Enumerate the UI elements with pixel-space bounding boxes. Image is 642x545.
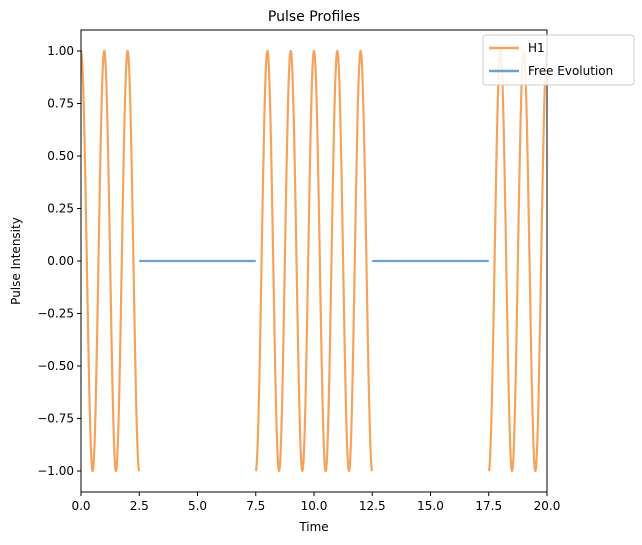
series-line-h1 xyxy=(254,49,374,473)
y-axis: 1.00 0.75 0.50 0.25 0.00 −0.25 −0.50 −0.75 −1.00 xyxy=(37,44,81,478)
chart-title: Pulse Profiles xyxy=(268,9,360,25)
x-tick-label: 0.0 xyxy=(71,499,90,513)
y-axis-label: Pulse Intensity xyxy=(9,217,23,305)
x-tick-label: 7.5 xyxy=(246,499,265,513)
y-tick-label: 1.00 xyxy=(47,44,74,58)
plot-area xyxy=(80,29,548,493)
x-tick-label: 2.5 xyxy=(130,499,149,513)
x-tick-label: 5.0 xyxy=(188,499,207,513)
x-tick-label: 12.5 xyxy=(359,499,386,513)
legend-label-h1: H1 xyxy=(528,41,545,55)
x-tick-label: 10.0 xyxy=(301,499,328,513)
y-tick-label: −1.00 xyxy=(37,464,74,478)
x-tick-label: 20.0 xyxy=(534,499,561,513)
y-tick-label: 0.50 xyxy=(47,149,74,163)
y-tick-label: 0.00 xyxy=(47,254,74,268)
y-tick-label: −0.50 xyxy=(37,359,74,373)
y-tick-label: −0.25 xyxy=(37,307,74,321)
y-tick-label: −0.75 xyxy=(37,412,74,426)
y-tick-label: 0.25 xyxy=(47,202,74,216)
series-line-h1 xyxy=(80,49,141,473)
legend-box xyxy=(482,34,635,86)
legend: H1 Free Evolution xyxy=(482,34,635,86)
x-axis: 0.0 2.5 5.0 7.5 10.0 12.5 15.0 17.5 20.0 xyxy=(71,492,560,513)
legend-label-free-evolution: Free Evolution xyxy=(528,64,613,78)
x-tick-label: 17.5 xyxy=(475,499,502,513)
x-axis-label: Time xyxy=(298,520,328,534)
y-tick-label: 0.75 xyxy=(47,97,74,111)
x-tick-label: 15.0 xyxy=(417,499,444,513)
